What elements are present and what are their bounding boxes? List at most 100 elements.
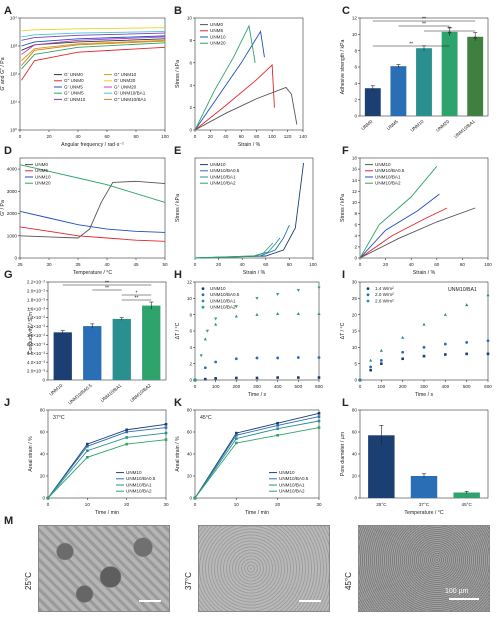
chart-d-x-label: Temperature / °C [73,270,113,276]
chart-k: Time / min Areal strain / % 0 10 20 30 0 20 40 60… [175,408,322,516]
series-point [214,322,218,326]
sem-panel-45: 100 µm [358,525,490,612]
significance-mark: ** [422,16,426,22]
sem-label-45: 45°C [344,572,353,590]
sem-panel-37 [198,525,330,612]
series-point [276,293,280,296]
chart-j-y-label: Areal strain / % [28,436,34,472]
chart-e-legend-label: UNM10/BA2 [210,181,236,186]
series-point [297,376,300,379]
series-point [276,356,280,360]
series-line [21,39,166,61]
chart-h-x-tick-label: 600 [315,384,323,389]
series-line [19,210,166,233]
category-label: UNM10 [409,119,424,133]
chart-h-x-tick-label: 100 [212,384,220,389]
series-point [46,496,50,500]
series-point [235,376,238,380]
panel-letter-i: I [342,269,345,281]
series-point [234,305,238,309]
series-point [199,354,203,358]
chart-f-y-tick-label: 4 [354,233,357,238]
series-point [125,430,128,434]
series-point [276,427,279,430]
chart-h-legend-swatch [201,293,205,297]
chart-g-y-tick-label: 2.2×10⁻² [27,280,46,285]
chart-b-legend-label: UNM20 [210,41,226,46]
significance-mark: * [136,290,138,296]
chart-d-x-tick-label: 40 [104,262,110,267]
series-point [465,352,468,356]
chart-e-legend-label: UNM10/BA0.5 [210,168,240,173]
chart-k-x-tick-label: 0 [194,502,197,507]
series-point [235,431,238,435]
category-label: UNM10 [48,383,63,397]
series-line [194,416,320,499]
panel-letter-a: A [4,5,12,17]
chart-j-y-tick-label: 20 [40,474,46,479]
series-line [21,40,166,66]
chart-f-x-tick-label: 20 [383,262,389,267]
panel-letter-c: C [342,5,350,17]
chart-a-y-tick-label: 10⁰ [10,128,17,133]
panel-letter-f: F [342,145,349,157]
series-line [359,207,476,259]
chart-g-y-tick-label: 1.6×10⁻² [27,306,46,311]
series-line [21,31,166,38]
series-line [21,27,166,32]
chart-i: Time / s ΔT / °C 0 100 200 300 400 500 600 0 5 10 15… [340,280,492,398]
series-point [164,423,168,426]
series-line [194,24,256,131]
chart-g-y-tick-label: 4.0×10⁻³ [27,360,46,365]
chart-a-legend-label: G' UNM10/BA1 [114,91,146,96]
chart-i-x-tick-label: 400 [441,384,449,389]
series-line [21,36,166,55]
chart-f-y-tick-label: 18 [352,156,358,161]
bar [441,31,458,117]
significance-mark: ** [448,31,452,37]
series-point [401,335,405,339]
chart-k-y-tick-label: 20 [187,474,193,479]
chart-k-y-tick-label: 40 [187,452,193,457]
chart-l: Temperature / °C Pore diameter / µm 0 20 40 6… [340,408,489,516]
series-line [21,42,166,70]
series-point [369,368,372,372]
chart-j-x-tick-label: 20 [124,502,130,507]
category-label: 45°C [462,502,473,507]
chart-b-y-tick-label: 6 [189,60,192,65]
chart-f-x-tick-label: 0 [359,262,362,267]
series-point [296,312,300,316]
chart-i-legend-label: 1.4 W/m² [375,286,394,291]
sem-label-37: 37°C [184,572,193,590]
chart-g-axes [47,281,167,381]
chart-i-legend-swatch [366,287,370,290]
series-point [235,434,238,437]
category-label: UNM10/BA0.5 [67,383,93,406]
chart-h-legend-label: UNM10/BA0.5 [210,292,240,297]
series-line [19,226,166,242]
chart-h-y-tick-label: 4 [189,345,192,350]
series-line [194,237,281,259]
chart-a-y-tick-label: 10³ [10,44,17,49]
series-point [125,428,128,432]
series-point [317,286,321,290]
series-point [422,354,426,358]
chart-f-y-tick-label: 12 [352,189,358,194]
series-point [422,322,426,326]
chart-h-legend-swatch [201,299,205,303]
chart-d-y-tick-label: 1000 [7,233,18,238]
chart-i-x-tick-label: 200 [399,384,407,389]
panel-letter-g: G [4,269,13,281]
panel-letter-e: E [174,145,181,157]
series-point [276,421,279,425]
chart-e-legend-label: UNM10 [210,162,226,167]
sem-label-25: 25°C [24,572,33,590]
chart-l-y-label: Pore diameter / µm [340,432,346,476]
series-point [276,424,279,427]
chart-f-legend-label: UNM10 [375,162,391,167]
series-point [203,366,207,370]
chart-d-y-tick-label: 0 [14,256,17,261]
chart-b-x-tick-label: 20 [208,134,214,139]
chart-c-y-tick-label: 2 [354,97,357,102]
